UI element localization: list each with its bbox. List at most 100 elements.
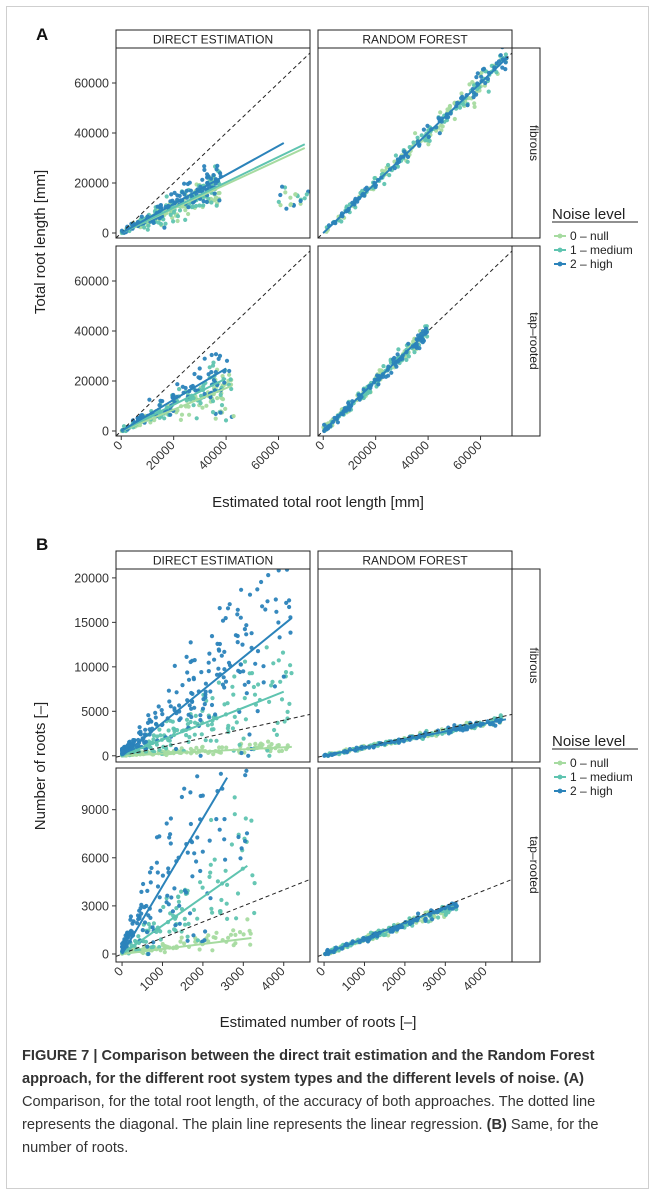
data-point bbox=[151, 219, 156, 224]
data-point bbox=[191, 200, 196, 205]
data-point bbox=[335, 420, 340, 425]
data-point bbox=[120, 749, 125, 754]
data-point bbox=[223, 857, 228, 862]
data-point bbox=[322, 422, 327, 427]
data-point bbox=[179, 412, 185, 417]
data-point bbox=[232, 812, 237, 817]
data-point bbox=[209, 727, 214, 732]
data-point bbox=[215, 879, 220, 884]
data-point bbox=[251, 684, 256, 690]
x-axis-title: Estimated number of roots [–] bbox=[220, 1014, 417, 1031]
data-point bbox=[265, 599, 270, 604]
diagonal-line bbox=[116, 878, 310, 957]
data-point bbox=[225, 726, 230, 731]
data-point bbox=[215, 641, 220, 647]
data-point bbox=[200, 849, 205, 854]
data-point bbox=[227, 368, 232, 374]
facet-direct-taprooted: 0 3000 6000 9000 0 1000 2000 3000 4000 bbox=[81, 767, 311, 994]
data-point bbox=[249, 818, 254, 823]
data-point bbox=[261, 680, 266, 685]
data-point bbox=[259, 579, 264, 585]
regression-line bbox=[120, 142, 285, 234]
data-point bbox=[185, 934, 190, 939]
data-point bbox=[138, 906, 143, 911]
data-point bbox=[208, 862, 213, 867]
data-point bbox=[178, 939, 183, 944]
data-point bbox=[419, 133, 424, 138]
data-point bbox=[222, 667, 227, 672]
data-point bbox=[188, 719, 193, 725]
data-point bbox=[217, 606, 222, 611]
data-point bbox=[239, 846, 244, 851]
data-point bbox=[281, 674, 286, 679]
x-tick-label: 2000 bbox=[379, 964, 409, 994]
facet-border bbox=[115, 245, 311, 437]
legend-entry-label: 0 – null bbox=[570, 756, 609, 770]
data-point bbox=[154, 860, 159, 865]
data-point bbox=[203, 692, 208, 697]
facet-rf-fibrous bbox=[317, 47, 513, 239]
data-point bbox=[271, 661, 276, 666]
data-point bbox=[376, 382, 381, 387]
data-point bbox=[240, 642, 245, 647]
data-point bbox=[436, 915, 441, 920]
data-point bbox=[202, 164, 207, 169]
data-point bbox=[288, 195, 293, 200]
data-point bbox=[195, 774, 200, 779]
data-point bbox=[252, 910, 257, 916]
column-strip-label: DIRECT ESTIMATION bbox=[153, 554, 273, 568]
data-point bbox=[212, 657, 217, 662]
data-point bbox=[167, 929, 172, 934]
data-point bbox=[145, 944, 150, 949]
data-point bbox=[191, 933, 196, 938]
facet-border bbox=[115, 568, 311, 763]
data-point bbox=[202, 702, 207, 707]
data-point bbox=[200, 885, 205, 890]
data-point bbox=[234, 916, 239, 921]
data-point bbox=[199, 732, 204, 737]
data-point bbox=[471, 90, 476, 95]
data-point bbox=[185, 938, 190, 943]
data-point bbox=[474, 75, 479, 80]
data-point bbox=[465, 103, 470, 108]
data-point bbox=[142, 920, 148, 925]
data-point bbox=[227, 372, 232, 377]
data-point bbox=[169, 192, 174, 197]
data-point bbox=[208, 738, 213, 743]
data-point bbox=[194, 859, 199, 864]
data-point bbox=[386, 162, 391, 168]
data-point bbox=[203, 929, 208, 934]
data-point bbox=[184, 188, 189, 193]
data-point bbox=[274, 732, 279, 738]
data-point bbox=[406, 354, 411, 359]
facet-border bbox=[317, 47, 513, 239]
data-point bbox=[413, 344, 418, 349]
y-tick-label: 10000 bbox=[74, 660, 109, 674]
data-point bbox=[289, 671, 294, 676]
data-point bbox=[284, 600, 289, 606]
data-point bbox=[244, 831, 250, 836]
regression-line bbox=[120, 385, 232, 432]
legend-entry-label: 1 – medium bbox=[570, 243, 633, 257]
data-point bbox=[302, 196, 307, 201]
y-tick-label: 9000 bbox=[81, 803, 109, 817]
data-point bbox=[457, 105, 463, 110]
data-point bbox=[209, 702, 215, 708]
data-point bbox=[216, 666, 221, 671]
regression-line bbox=[120, 143, 306, 234]
data-point bbox=[235, 607, 240, 612]
data-point bbox=[175, 382, 180, 387]
data-point bbox=[200, 939, 205, 944]
x-axis-title: Estimated total root length [mm] bbox=[212, 494, 424, 511]
data-point bbox=[211, 935, 216, 940]
data-point bbox=[269, 683, 274, 688]
panel-letter: A bbox=[36, 25, 48, 44]
data-point bbox=[380, 168, 385, 173]
data-point bbox=[191, 677, 196, 682]
data-point bbox=[155, 870, 160, 875]
regression-line bbox=[121, 777, 229, 955]
data-point bbox=[188, 188, 193, 193]
caption-title: FIGURE 7 | Comparison between the direct… bbox=[22, 1048, 595, 1087]
data-point bbox=[168, 199, 173, 204]
